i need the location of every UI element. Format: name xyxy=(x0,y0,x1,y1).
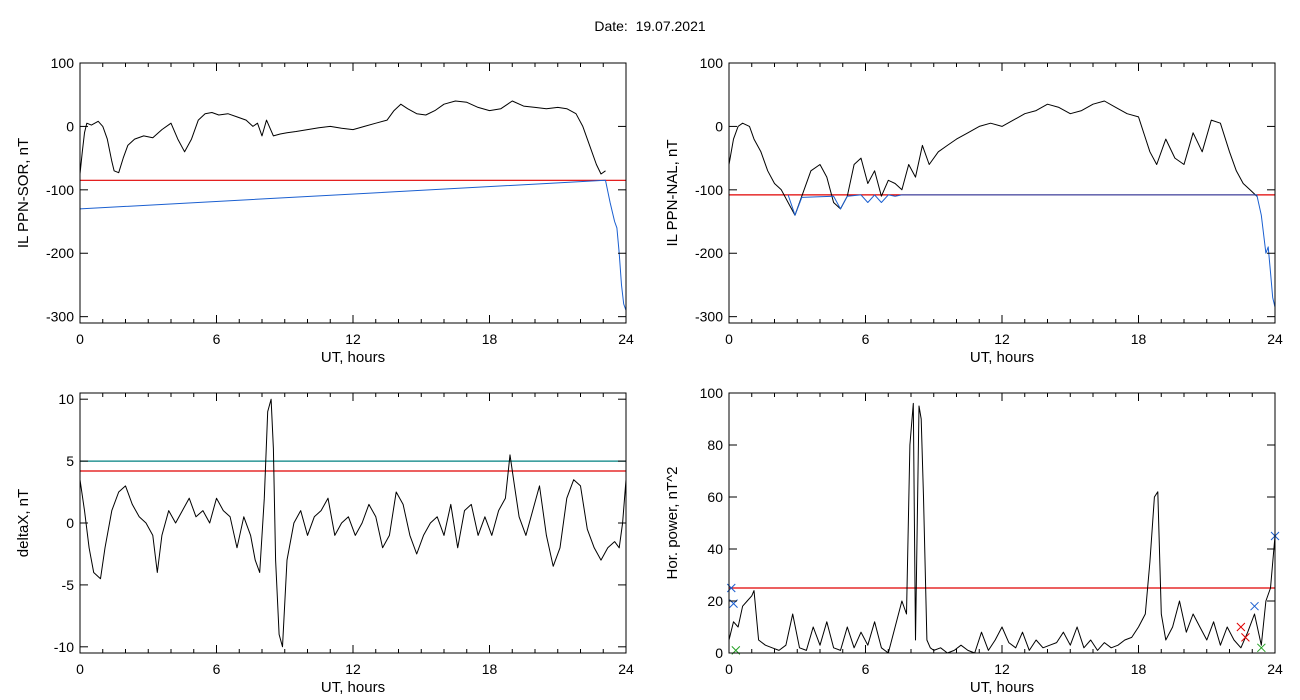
marker-x-4 xyxy=(1241,633,1250,642)
y-axis-title: IL PPN-NAL, nT xyxy=(664,140,681,247)
y-tick-label-3: -5 xyxy=(62,577,75,593)
x-axis-title: UT, hours xyxy=(970,349,1034,366)
y-tick-label-0: 100 xyxy=(700,385,724,401)
series-line-0 xyxy=(79,100,606,175)
series-line-0 xyxy=(79,398,627,648)
series-line-0 xyxy=(728,402,1276,654)
y-tick-label-2: -100 xyxy=(46,182,74,198)
x-axis-title: UT, hours xyxy=(321,349,385,366)
y-axis-title: Hor. power, nT^2 xyxy=(664,467,681,580)
x-tick-label-2: 12 xyxy=(345,661,361,677)
y-axis-title: deltaX, nT xyxy=(15,489,32,557)
date-label: Date: xyxy=(594,18,628,34)
y-tick-label-4: 20 xyxy=(707,593,723,609)
x-tick-label-0: 0 xyxy=(76,661,84,677)
x-tick-label-3: 18 xyxy=(1131,661,1147,677)
series-line-0 xyxy=(728,100,1258,216)
figure-title: Date: 19.07.2021 xyxy=(0,18,1300,34)
x-tick-label-0: 0 xyxy=(76,331,84,347)
y-tick-label-1: 80 xyxy=(707,437,723,453)
x-tick-label-4: 24 xyxy=(1267,331,1283,347)
marker-x-6 xyxy=(1256,643,1266,653)
series-line-1 xyxy=(787,194,1276,308)
x-tick-label-3: 18 xyxy=(1131,331,1147,347)
y-axis-title: IL PPN-SOR, nT xyxy=(15,138,32,248)
x-tick-label-1: 6 xyxy=(213,331,221,347)
x-tick-label-0: 0 xyxy=(725,331,733,347)
y-tick-label-1: 5 xyxy=(66,453,74,469)
y-tick-label-4: -10 xyxy=(54,639,74,655)
y-tick-label-0: 100 xyxy=(700,55,724,71)
plot-frame xyxy=(728,62,1276,324)
y-tick-label-2: -100 xyxy=(695,182,723,198)
x-axis-title: UT, hours xyxy=(321,679,385,696)
x-tick-label-4: 24 xyxy=(1267,661,1283,677)
x-tick-label-2: 12 xyxy=(994,661,1010,677)
y-tick-label-1: 0 xyxy=(715,118,723,134)
y-tick-label-3: -200 xyxy=(46,245,74,261)
chart-panel-hor-power: 0 6 12 18 24 100 80 60 40 20 0 UT, hours Hor. power,… xyxy=(664,385,1283,696)
plot-frame xyxy=(79,392,627,654)
x-tick-label-4: 24 xyxy=(618,331,634,347)
x-axis-title: UT, hours xyxy=(970,679,1034,696)
y-tick-label-0: 100 xyxy=(51,55,75,71)
y-tick-label-0: 10 xyxy=(58,391,74,407)
marker-x-5 xyxy=(1250,601,1259,611)
x-tick-label-3: 18 xyxy=(482,331,498,347)
y-tick-label-2: 60 xyxy=(707,489,723,505)
y-tick-label-4: -300 xyxy=(46,309,74,325)
date-value: 19.07.2021 xyxy=(635,18,706,34)
x-tick-label-0: 0 xyxy=(725,661,733,677)
x-tick-label-4: 24 xyxy=(618,661,634,677)
y-tick-label-2: 0 xyxy=(66,515,74,531)
chart-panel-ppn-nal: 0 6 12 18 24 100 0 -100 -200 -300 UT, hours IL PPN-… xyxy=(664,55,1283,366)
plot-frame xyxy=(79,62,627,324)
series-line-1 xyxy=(79,179,627,311)
x-tick-label-2: 12 xyxy=(994,331,1010,347)
marker-x-3 xyxy=(1236,622,1246,632)
chart-panel-ppn-sor: 0 6 12 18 24 100 0 -100 -200 -300 UT, hours IL PPN-… xyxy=(15,55,634,366)
y-tick-label-4: -300 xyxy=(695,309,723,325)
x-tick-label-1: 6 xyxy=(862,331,870,347)
chart-panel-deltax: 0 6 12 18 24 10 5 0 -5 -10 UT, hours deltaX, nT xyxy=(15,391,634,696)
y-tick-label-5: 0 xyxy=(715,645,723,661)
x-tick-label-2: 12 xyxy=(345,331,361,347)
y-tick-label-3: 40 xyxy=(707,541,723,557)
x-tick-label-1: 6 xyxy=(213,661,221,677)
x-tick-label-1: 6 xyxy=(862,661,870,677)
y-tick-label-1: 0 xyxy=(66,118,74,134)
y-tick-label-3: -200 xyxy=(695,245,723,261)
x-tick-label-3: 18 xyxy=(482,661,498,677)
